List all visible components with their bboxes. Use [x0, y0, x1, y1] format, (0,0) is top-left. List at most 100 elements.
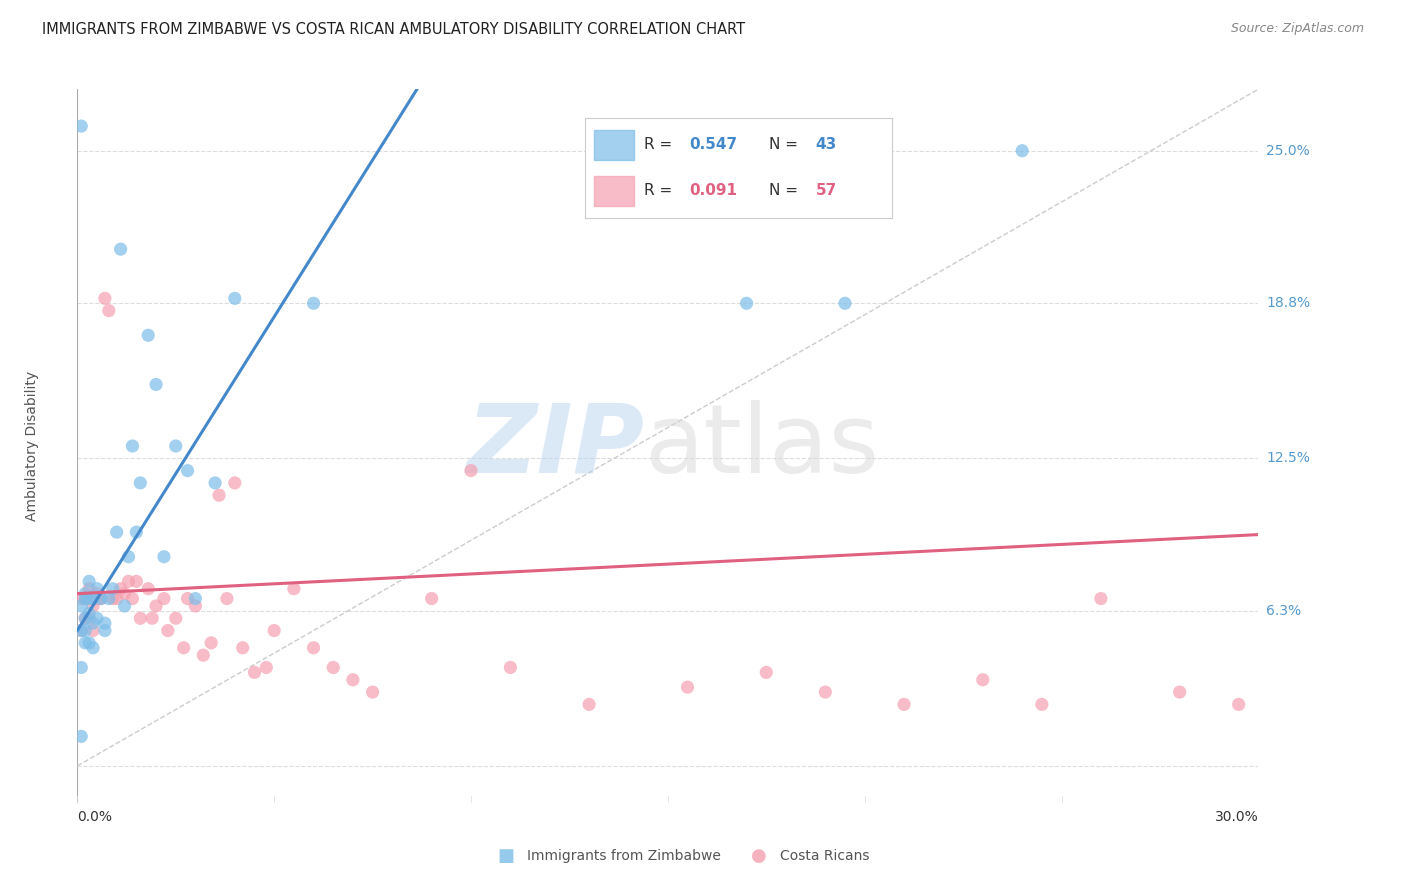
Point: [173, 640, 195, 655]
Text: 30.0%: 30.0%: [1215, 810, 1258, 824]
Point: [70, 730, 93, 744]
Text: 25.0%: 25.0%: [1267, 144, 1310, 158]
Text: atlas: atlas: [644, 400, 879, 492]
Point: [77, 582, 100, 596]
Point: [75, 587, 97, 601]
Point: [165, 611, 187, 625]
Point: [117, 574, 139, 589]
Point: [1031, 698, 1053, 712]
Point: [184, 591, 207, 606]
Point: [75, 624, 97, 638]
Point: [77, 636, 100, 650]
Point: [86, 591, 108, 606]
Point: [145, 599, 167, 613]
Point: [75, 611, 97, 625]
Point: [105, 525, 128, 540]
Point: [208, 488, 231, 502]
Point: [94, 291, 117, 305]
Text: 6.3%: 6.3%: [1267, 604, 1302, 618]
Point: [1168, 685, 1191, 699]
Text: 57: 57: [815, 183, 837, 198]
Point: [94, 616, 117, 631]
Point: [97, 303, 120, 318]
Point: [86, 611, 108, 625]
Point: [735, 296, 758, 310]
Point: [101, 591, 124, 606]
Point: [153, 591, 176, 606]
Point: [75, 591, 97, 606]
Point: [77, 607, 100, 621]
Point: [77, 611, 100, 625]
Point: [90, 591, 112, 606]
Point: [117, 549, 139, 564]
Point: [176, 464, 198, 478]
Point: [121, 591, 143, 606]
Point: [893, 698, 915, 712]
Text: ■: ■: [498, 847, 515, 865]
Point: [75, 611, 97, 625]
Point: [283, 582, 305, 596]
Text: Immigrants from Zimbabwe: Immigrants from Zimbabwe: [527, 849, 721, 863]
Point: [70, 591, 93, 606]
Point: [814, 685, 837, 699]
Point: [153, 549, 176, 564]
Point: [302, 640, 325, 655]
Text: ZIP: ZIP: [467, 400, 644, 492]
Point: [342, 673, 364, 687]
Point: [578, 698, 600, 712]
Point: [224, 291, 246, 305]
Point: [86, 587, 108, 601]
Text: IMMIGRANTS FROM ZIMBABWE VS COSTA RICAN AMBULATORY DISABILITY CORRELATION CHART: IMMIGRANTS FROM ZIMBABWE VS COSTA RICAN …: [42, 22, 745, 37]
Point: [114, 599, 136, 613]
Point: [499, 660, 522, 674]
Point: [70, 624, 93, 638]
Point: [136, 328, 159, 343]
Point: [1227, 698, 1250, 712]
Point: [972, 673, 994, 687]
Text: Source: ZipAtlas.com: Source: ZipAtlas.com: [1230, 22, 1364, 36]
Text: N =: N =: [769, 137, 803, 153]
Point: [110, 582, 132, 596]
Point: [460, 464, 482, 478]
Point: [232, 640, 254, 655]
Point: [110, 242, 132, 256]
Point: [204, 475, 226, 490]
Point: [70, 660, 93, 674]
Point: [70, 119, 93, 133]
Text: Costa Ricans: Costa Ricans: [780, 849, 870, 863]
Point: [136, 582, 159, 596]
Point: [82, 599, 104, 613]
Point: [129, 611, 152, 625]
Text: Ambulatory Disability: Ambulatory Disability: [25, 371, 39, 521]
Text: R =: R =: [644, 183, 676, 198]
Text: R =: R =: [644, 137, 676, 153]
Point: [322, 660, 344, 674]
Point: [82, 591, 104, 606]
Point: [70, 599, 93, 613]
Point: [224, 475, 246, 490]
Point: [755, 665, 778, 680]
Point: [82, 640, 104, 655]
Text: 43: 43: [815, 137, 837, 153]
Point: [834, 296, 856, 310]
Point: [361, 685, 384, 699]
Point: [82, 616, 104, 631]
Text: 0.0%: 0.0%: [77, 810, 112, 824]
Point: [86, 582, 108, 596]
Point: [243, 665, 266, 680]
Point: [176, 591, 198, 606]
Point: [125, 574, 148, 589]
Text: 0.091: 0.091: [689, 183, 738, 198]
Point: [145, 377, 167, 392]
Point: [676, 680, 699, 694]
Point: [105, 591, 128, 606]
Point: [263, 624, 285, 638]
Point: [77, 591, 100, 606]
Point: [215, 591, 238, 606]
Point: [302, 296, 325, 310]
Point: [90, 591, 112, 606]
Point: [77, 574, 100, 589]
Point: [82, 624, 104, 638]
Point: [1011, 144, 1033, 158]
Point: [420, 591, 443, 606]
